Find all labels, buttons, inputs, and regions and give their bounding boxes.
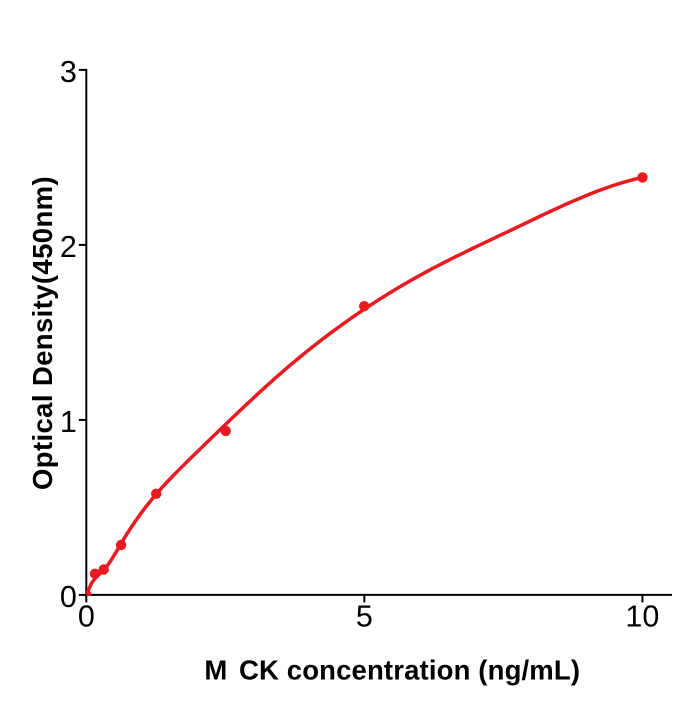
svg-text:0: 0 [60,580,77,614]
svg-text:3: 3 [60,55,77,89]
svg-text:1: 1 [60,405,77,439]
svg-text:5: 5 [356,599,373,633]
svg-text:M CK concentration (ng/mL): M CK concentration (ng/mL) [204,654,580,685]
svg-text:0: 0 [78,599,95,633]
svg-text:10: 10 [625,599,659,633]
svg-text:Optical Density(450nm): Optical Density(450nm) [27,176,58,490]
svg-text:2: 2 [60,230,77,264]
